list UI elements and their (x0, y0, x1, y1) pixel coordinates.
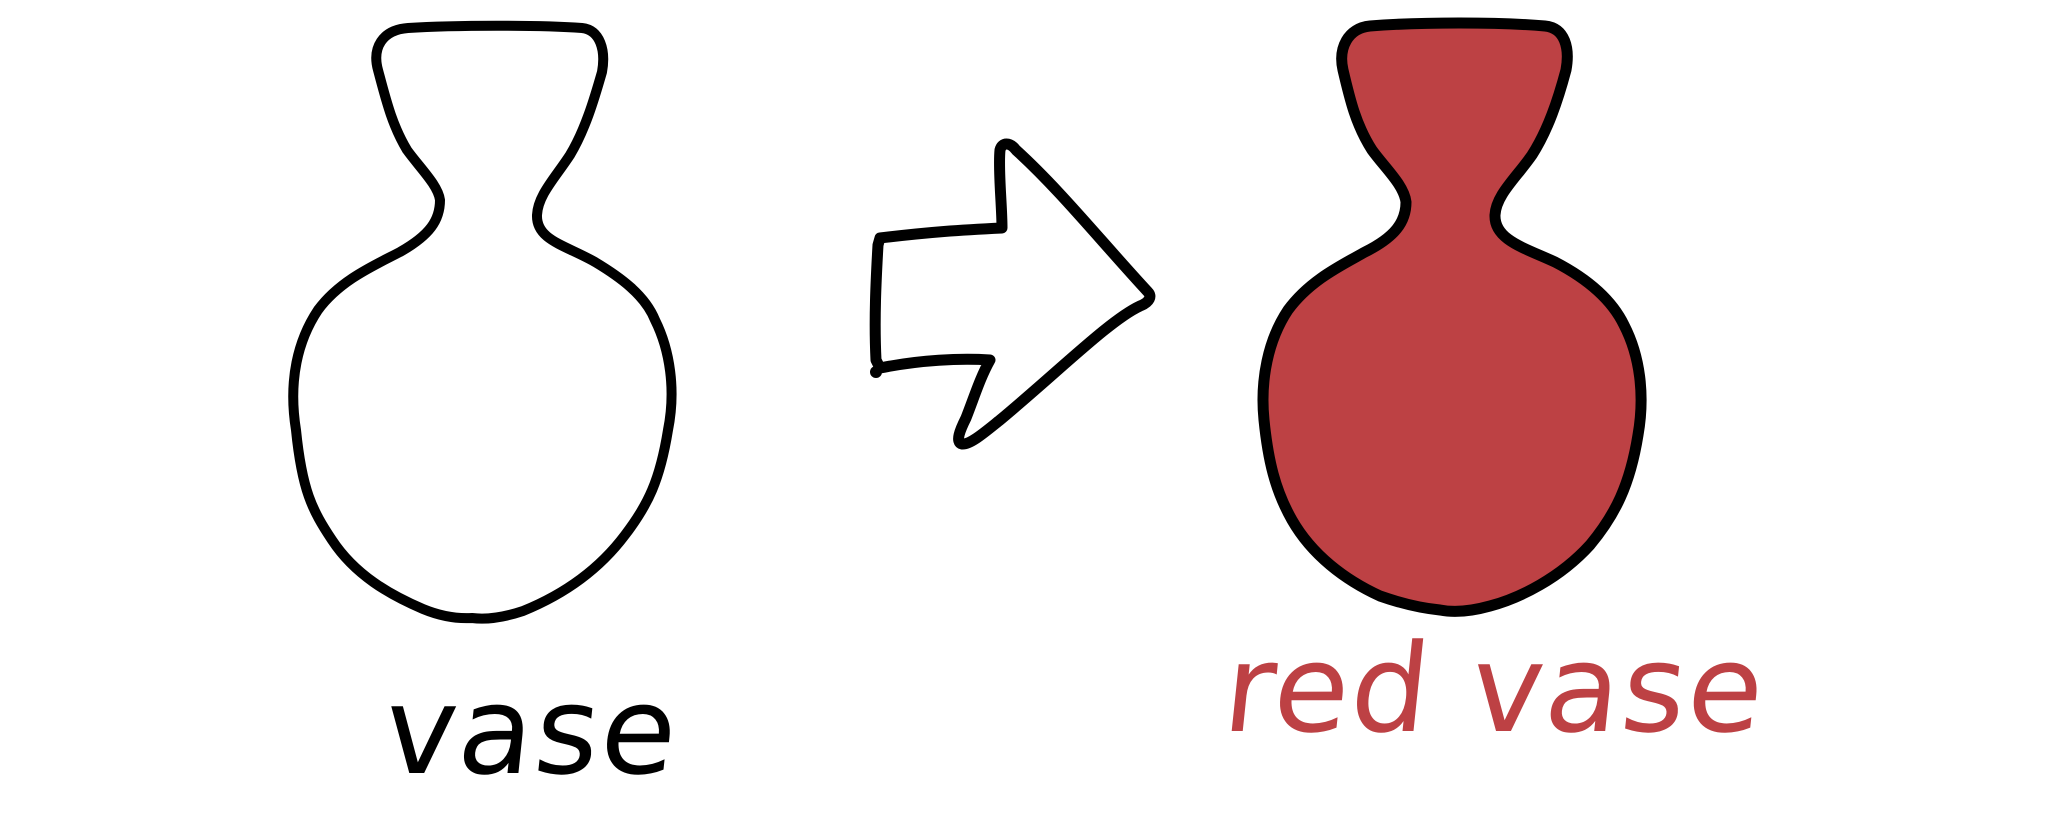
red-vase-icon (1257, 17, 1647, 617)
vase-label: vase (377, 660, 687, 802)
right-vase-shape (1257, 17, 1647, 617)
arrow-tail-dot (870, 366, 882, 378)
arrow-shape (869, 138, 1156, 450)
arrow-right-icon (869, 138, 1156, 450)
red-vase-label: red vase (1217, 618, 1773, 760)
left-vase-shape (288, 20, 677, 624)
vase-outline-icon (288, 20, 677, 624)
